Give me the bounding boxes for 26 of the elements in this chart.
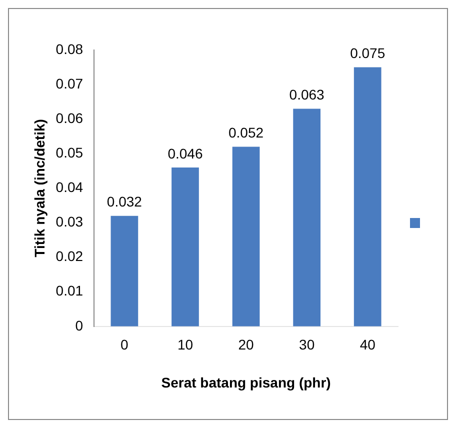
y-tick-label: 0.02	[56, 248, 84, 264]
x-tick-label: 0	[120, 336, 129, 353]
x-tick-label: 30	[299, 336, 315, 353]
y-tick-label: 0.04	[56, 179, 84, 196]
bar	[232, 146, 260, 326]
bar	[293, 108, 320, 326]
data-label: 0.075	[350, 45, 386, 62]
data-label: 0.052	[228, 124, 264, 141]
data-label: 0.032	[106, 194, 142, 210]
x-tick-label: 40	[360, 336, 376, 353]
x-axis-title: Serat batang pisang (phr)	[161, 374, 331, 390]
x-tick-label: 10	[177, 336, 194, 353]
y-tick-label: 0.07	[56, 75, 84, 92]
y-tick-label: 0.08	[56, 40, 84, 57]
y-tick-label: 0.06	[56, 110, 84, 126]
bar	[354, 67, 382, 326]
y-axis-title: Titik nyala (inc/detik)	[31, 119, 48, 258]
bar	[110, 216, 138, 326]
bar	[172, 167, 199, 326]
data-label: 0.046	[168, 145, 203, 162]
y-tick-label: 0.03	[56, 214, 84, 230]
y-tick-label: 0	[75, 317, 84, 334]
y-tick-label: 0.01	[56, 282, 84, 299]
data-label: 0.063	[289, 86, 325, 103]
x-tick-label: 20	[238, 336, 254, 353]
y-tick-label: 0.05	[56, 144, 84, 161]
